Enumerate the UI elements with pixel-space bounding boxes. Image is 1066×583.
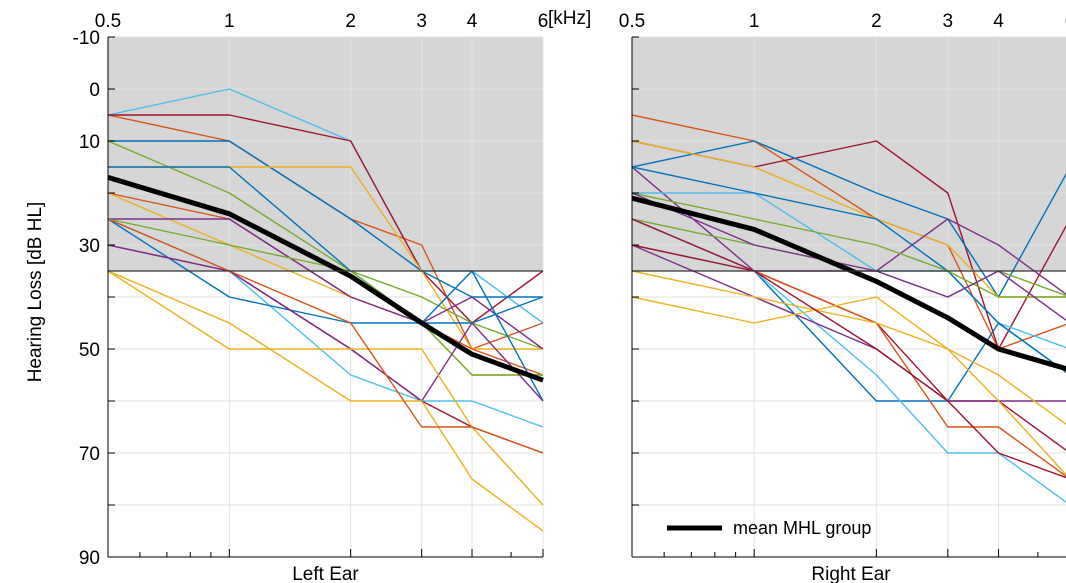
x-tick-label: 3 <box>416 11 427 32</box>
y-tick-label: 50 <box>79 340 100 361</box>
x-tick-label: 2 <box>871 11 882 32</box>
normal-hearing-region <box>108 37 543 271</box>
mean-line <box>631 195 1066 372</box>
y-axis-label: Hearing Loss [dB HL] <box>25 202 46 383</box>
series-line <box>107 114 544 350</box>
series-line <box>108 218 544 350</box>
x-tick-label: 6 <box>538 11 549 32</box>
y-tick-label: 90 <box>79 548 100 569</box>
y-tick-label: -10 <box>73 28 100 49</box>
y-tick-label: 70 <box>79 444 100 465</box>
panel-right-ear: 0.5 1 2 3 4 6 Right Ear <box>619 11 1066 583</box>
series-line <box>107 218 544 454</box>
legend: mean MHL group <box>667 518 871 538</box>
x-tick-label: 0.5 <box>95 11 121 32</box>
series-line <box>631 218 1066 451</box>
x-unit-label: [kHz] <box>548 8 591 29</box>
y-tick-label: 10 <box>79 132 100 153</box>
x-tick-label: 6 <box>1065 11 1066 32</box>
normal-hearing-region <box>632 37 1066 271</box>
x-tick-label: 2 <box>345 11 356 32</box>
panel-left-ear: -10 0 10 30 50 70 90 0.5 1 2 3 4 6 Left Ear <box>73 11 549 583</box>
panel-title: Left Ear <box>292 564 359 583</box>
series-line <box>107 218 544 402</box>
series-line <box>107 140 544 350</box>
series-line <box>108 114 544 324</box>
series-line <box>107 270 544 532</box>
y-tick-label: 30 <box>79 236 100 257</box>
x-tick-label: 3 <box>943 11 954 32</box>
x-tick-label: 4 <box>993 11 1004 32</box>
y-tick-label: 0 <box>89 80 100 101</box>
series-line <box>631 244 1066 479</box>
series-line <box>631 270 1066 476</box>
series-line <box>631 192 1066 298</box>
series-line <box>108 140 543 298</box>
panel-title: Right Ear <box>811 564 891 583</box>
series-line <box>107 270 544 506</box>
legend-label: mean MHL group <box>733 518 871 538</box>
series-line <box>631 192 1066 321</box>
mean-line <box>107 175 544 383</box>
x-tick-label: 1 <box>749 11 760 32</box>
x-tick-label: 0.5 <box>619 11 645 32</box>
x-tick-label: 1 <box>224 11 235 32</box>
x-tick-label: 4 <box>467 11 478 32</box>
series-line <box>631 296 1066 425</box>
